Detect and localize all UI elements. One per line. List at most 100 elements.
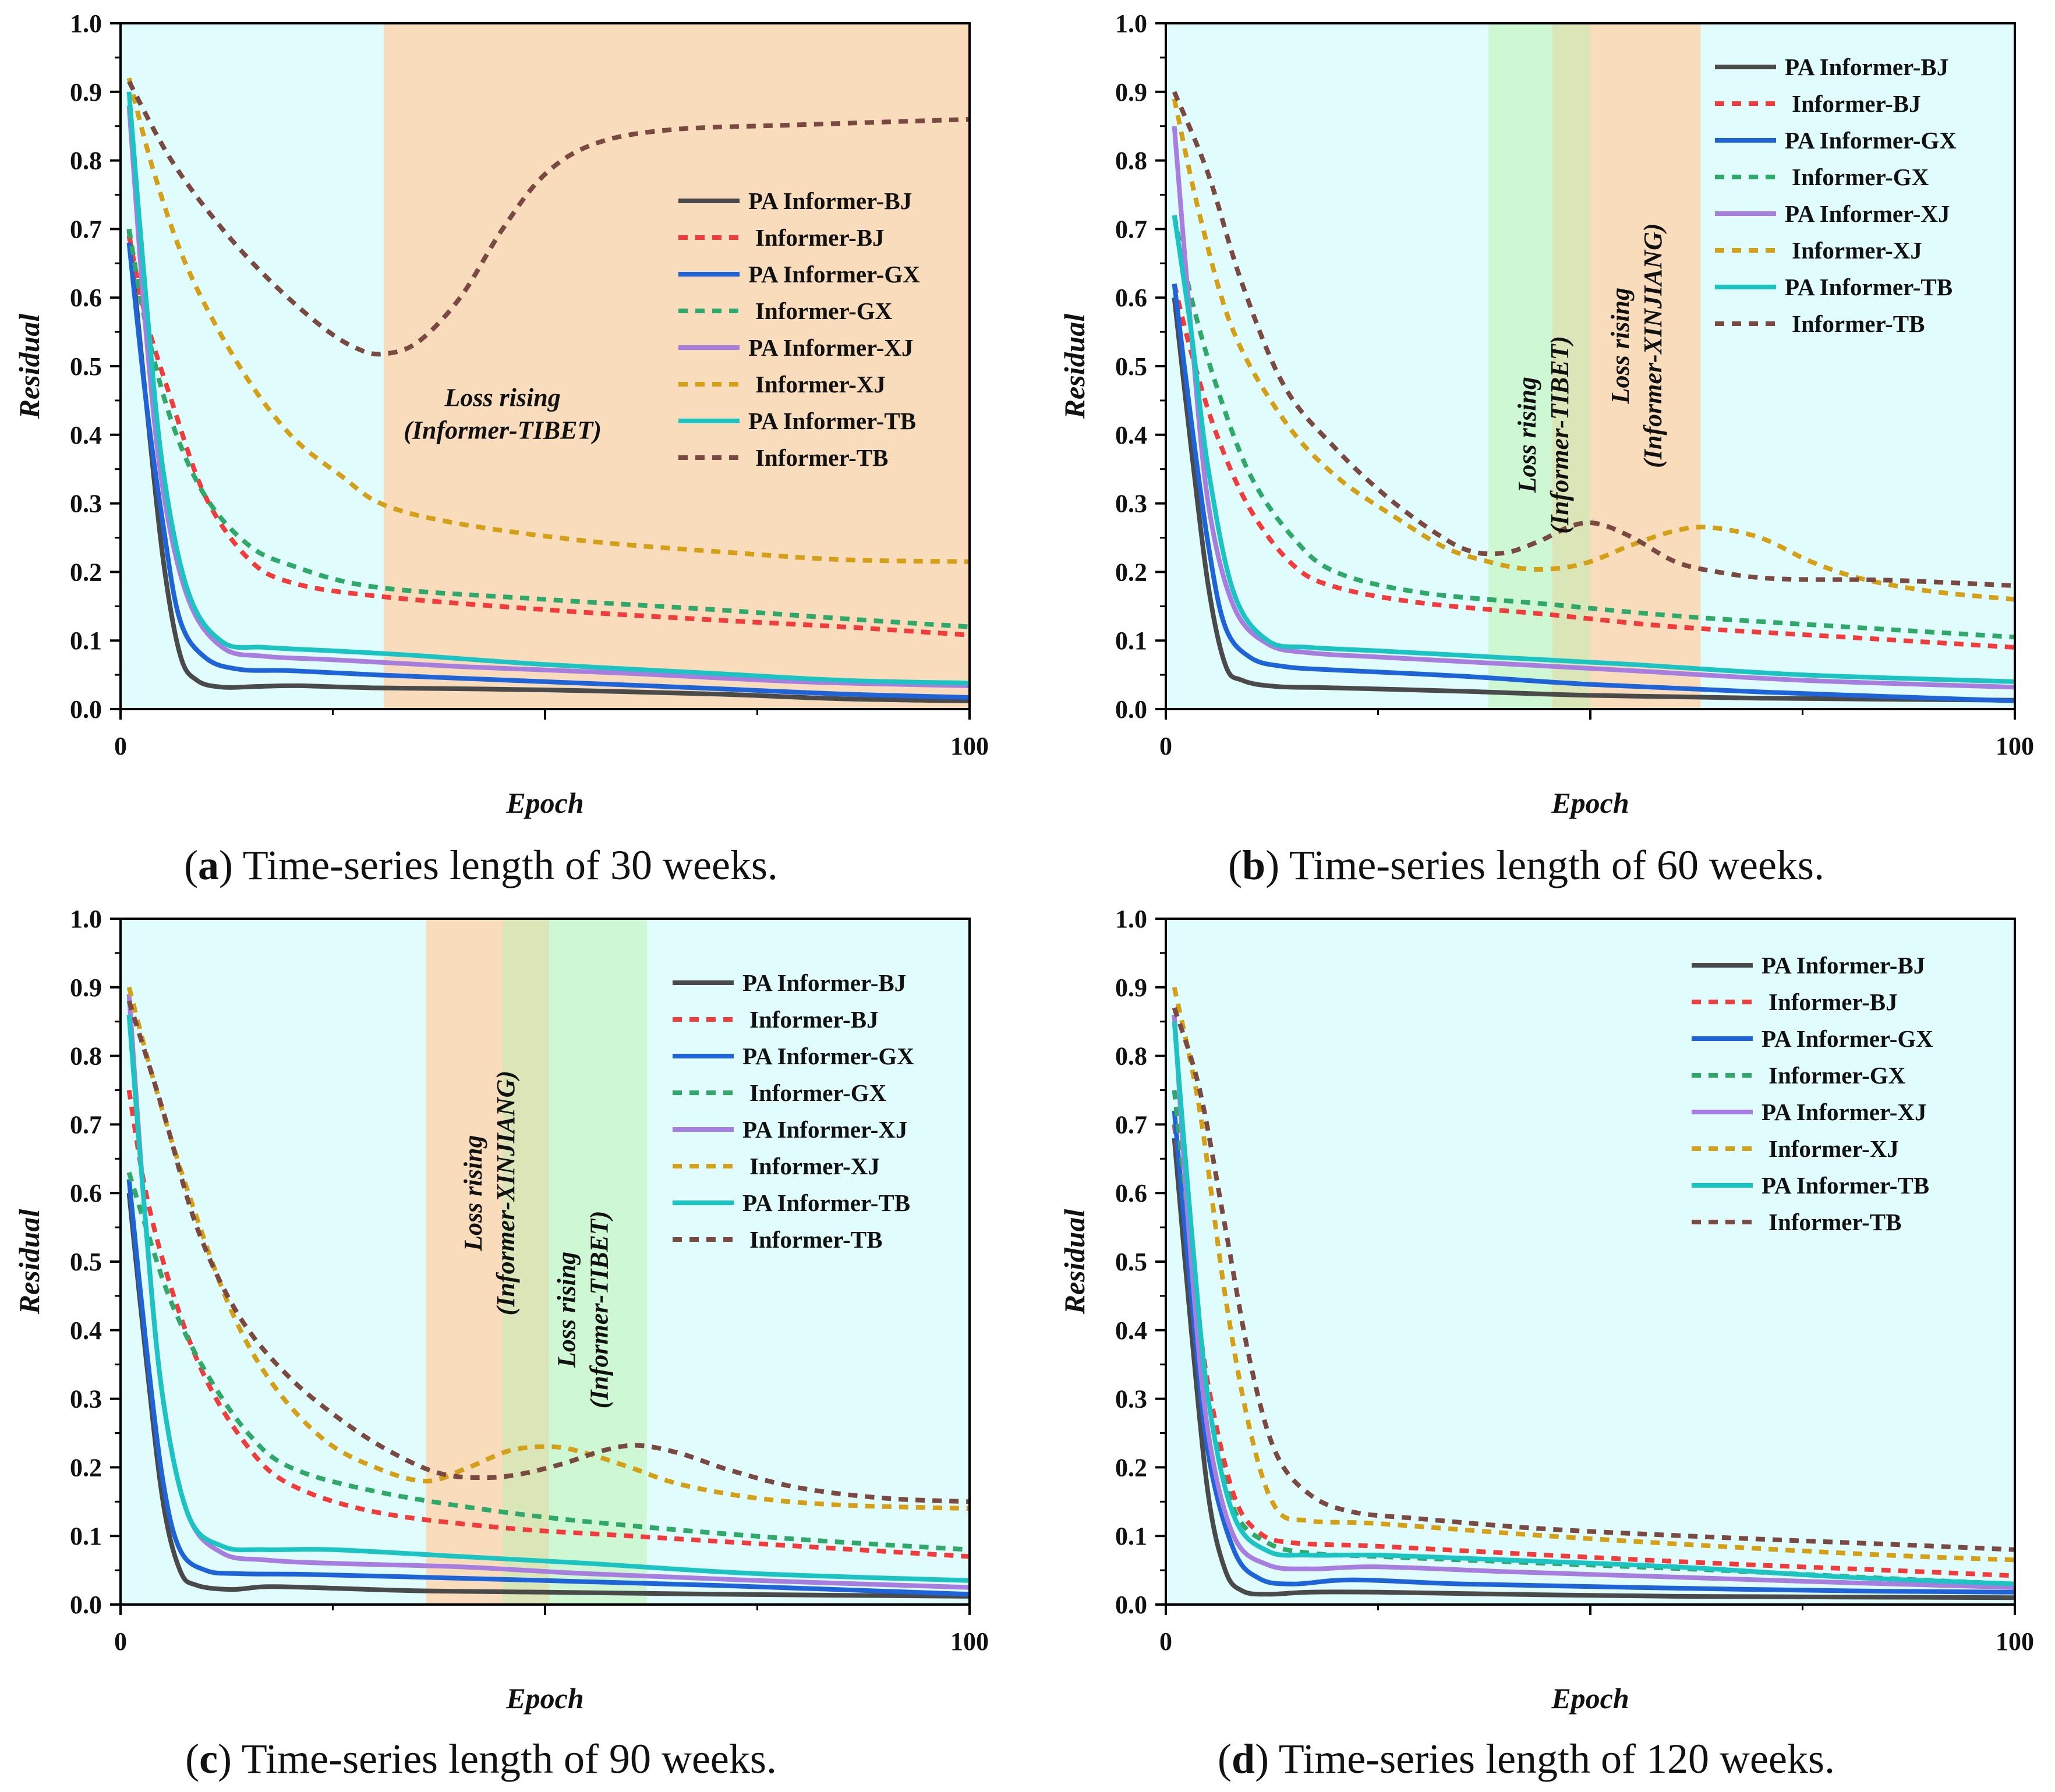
y-tick-label: 0.1 <box>70 1522 102 1550</box>
y-tick-label: 0.8 <box>70 1042 102 1071</box>
caption-close-paren: ) <box>1255 1736 1269 1782</box>
y-tick-label: 0.5 <box>1115 352 1147 381</box>
y-tick-label: 0.8 <box>1115 1042 1147 1071</box>
annotation: Loss rising(Informer-TIBET) <box>553 1211 614 1409</box>
shaded-band-overlap <box>1552 23 1590 709</box>
y-axis-title: Residual <box>1058 1209 1091 1315</box>
y-tick-label: 0.7 <box>1115 215 1147 243</box>
annotation-text: Loss rising <box>459 1135 487 1252</box>
y-tick-label: 0.4 <box>70 1316 102 1345</box>
y-tick-label: 0.6 <box>1115 1179 1147 1207</box>
legend-label: Informer-BJ <box>749 1006 879 1033</box>
series-group <box>126 77 970 703</box>
legend-label: PA Informer-TB <box>748 408 916 434</box>
legend-label: PA Informer-XJ <box>748 334 914 361</box>
series-line-informer-xj <box>126 986 970 1511</box>
legend-label: PA Informer-BJ <box>1762 952 1925 979</box>
series-line-pa-informer-xj <box>126 105 970 688</box>
annotation-text: (Informer-TIBET) <box>585 1211 614 1409</box>
legend-label: Informer-TB <box>755 444 888 471</box>
series-line-pa-informer-xj <box>1172 1014 2015 1590</box>
y-tick-label: 0.0 <box>1115 1591 1147 1619</box>
legend-label: PA Informer-XJ <box>1785 200 1950 227</box>
series-line-informer-bj <box>126 1089 970 1559</box>
series-line-pa-informer-tb <box>1172 215 2015 684</box>
y-tick-label: 0.5 <box>1115 1248 1147 1276</box>
legend-label: Informer-GX <box>755 298 893 324</box>
panel-d: PA Informer-BJ Informer-BJ PA Informer-GX I… <box>1058 905 2034 1782</box>
panel-caption: (d) Time-series length of 120 weeks. <box>1218 1736 1835 1782</box>
y-tick-label: 0.2 <box>1115 1453 1147 1482</box>
panel-b: PA Informer-BJ Informer-BJ PA Informer-GX I… <box>1058 9 2034 888</box>
series-group <box>1172 986 2015 1600</box>
y-tick-label: 0.1 <box>70 626 102 655</box>
x-tick-label: 100 <box>1996 732 2034 760</box>
x-axis-title: Epoch <box>505 1682 583 1715</box>
series-line-pa-informer-tb <box>126 91 970 686</box>
legend-label: Informer-BJ <box>1792 90 1921 117</box>
panel-a: PA Informer-BJ Informer-BJ PA Informer-GX I… <box>13 9 989 888</box>
series-line-pa-informer-bj <box>126 229 970 703</box>
series-line-informer-xj <box>1172 986 2015 1563</box>
legend: PA Informer-BJ Informer-BJ PA Informer-GX I… <box>678 187 920 471</box>
caption-close-paren: ) <box>218 1736 232 1782</box>
caption-text: Time-series length of 120 weeks. <box>1269 1736 1835 1782</box>
legend: PA Informer-BJ Informer-BJ PA Informer-GX I… <box>1715 54 1957 337</box>
caption-open-paren: ( <box>184 842 198 888</box>
y-axis-title: Residual <box>13 1209 45 1315</box>
shaded-band-orange <box>383 23 970 709</box>
caption-letter: d <box>1232 1736 1255 1782</box>
legend-label: PA Informer-BJ <box>1785 54 1948 80</box>
legend-label: Informer-XJ <box>755 371 886 398</box>
legend-label: Informer-TB <box>1792 310 1925 337</box>
y-tick-label: 0.3 <box>70 1385 102 1414</box>
x-tick-label: 100 <box>1996 1627 2034 1656</box>
x-tick-label: 100 <box>950 732 989 760</box>
y-tick-label: 0.9 <box>70 973 102 1002</box>
y-tick-label: 0.7 <box>1115 1110 1147 1139</box>
series-line-pa-informer-tb <box>1172 1021 2015 1586</box>
legend-label: Informer-XJ <box>749 1153 880 1180</box>
legend-label: Informer-GX <box>1768 1062 1906 1089</box>
annotation-text: (Informer-XINJIANG) <box>491 1071 520 1315</box>
y-axis-title: Residual <box>1058 314 1091 420</box>
legend-label: PA Informer-BJ <box>742 969 906 996</box>
legend: PA Informer-BJ Informer-BJ PA Informer-GX I… <box>1692 952 1933 1235</box>
y-tick-label: 0.6 <box>70 284 102 312</box>
caption-open-paren: ( <box>1228 842 1242 888</box>
y-tick-label: 0.8 <box>70 147 102 175</box>
annotation-text: Loss rising <box>553 1252 581 1368</box>
y-tick-label: 0.1 <box>1115 1522 1147 1550</box>
series-line-informer-tb <box>127 80 970 357</box>
annotation-text: (Informer-TIBET) <box>1545 336 1574 534</box>
legend-label: Informer-XJ <box>1792 237 1922 264</box>
legend-label: PA Informer-XJ <box>1762 1099 1927 1125</box>
series-line-pa-informer-gx <box>126 242 970 700</box>
legend-label: PA Informer-GX <box>1785 127 1957 154</box>
annotation: Loss rising (Informer-XINJIANG) <box>1606 223 1667 468</box>
legend: PA Informer-BJ Informer-BJ PA Informer-GX I… <box>673 969 914 1253</box>
annotation-text: Loss rising <box>1513 377 1541 493</box>
legend-label: PA Informer-BJ <box>748 187 912 214</box>
series-line-pa-informer-gx <box>126 1179 970 1597</box>
y-tick-label: 0.2 <box>1115 558 1147 586</box>
x-axis-title: Epoch <box>1551 787 1629 819</box>
annotation-text: Loss rising <box>444 383 560 412</box>
series-line-informer-gx <box>126 1171 970 1552</box>
legend-label: Informer-GX <box>1792 164 1929 190</box>
legend-label: Informer-BJ <box>1768 989 1898 1015</box>
y-tick-label: 0.6 <box>1115 284 1147 312</box>
legend-label: Informer-GX <box>749 1079 887 1106</box>
y-tick-label: 0.1 <box>1115 626 1147 655</box>
y-tick-label: 1.0 <box>70 9 102 38</box>
annotation: Loss rising (Informer-XINJIANG) <box>459 1071 520 1315</box>
series-line-pa-informer-bj <box>1172 1138 2015 1600</box>
panel-caption: (b) Time-series length of 60 weeks. <box>1228 842 1824 888</box>
legend-label: Informer-XJ <box>1768 1135 1899 1162</box>
caption-open-paren: ( <box>1218 1736 1232 1782</box>
caption-letter: c <box>199 1736 218 1782</box>
y-tick-label: 0.0 <box>1115 695 1147 724</box>
y-tick-label: 0.4 <box>1115 1316 1147 1345</box>
panel-caption: (a) Time-series length of 30 weeks. <box>184 842 778 888</box>
